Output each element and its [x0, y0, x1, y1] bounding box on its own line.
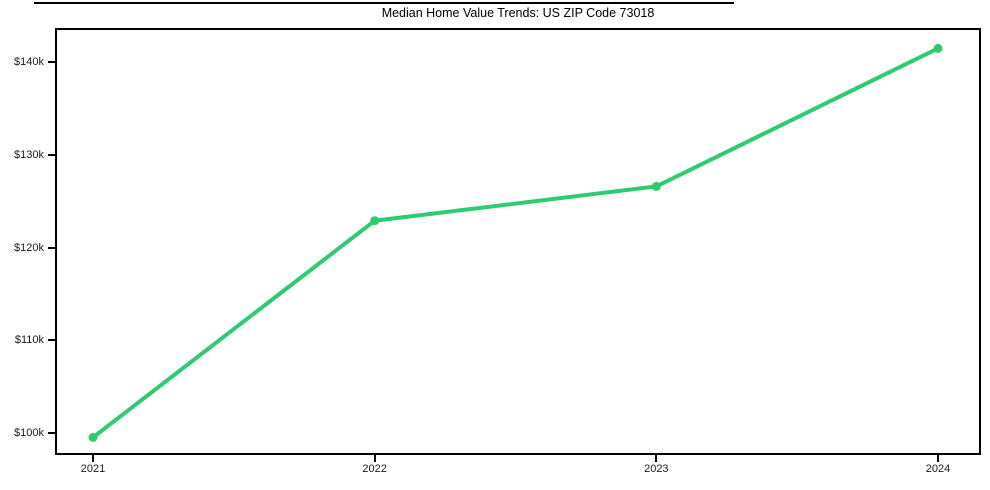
- top-border-line: [34, 2, 734, 4]
- y-tick-mark: [48, 61, 55, 64]
- chart-title: Median Home Value Trends: US ZIP Code 73…: [381, 6, 655, 20]
- data-point-marker: [651, 181, 661, 191]
- y-tick-label: $140k: [14, 56, 44, 69]
- trend-line: [91, 46, 940, 440]
- x-tick-mark: [937, 455, 939, 462]
- y-tick-label: $130k: [14, 148, 44, 161]
- data-point-marker: [933, 43, 943, 53]
- y-tick-label: $100k: [14, 426, 44, 439]
- y-tick-mark: [48, 153, 55, 156]
- data-point-marker: [370, 216, 380, 226]
- y-tick-label: $110k: [14, 334, 44, 347]
- y-tick-label: $120k: [14, 241, 44, 254]
- data-point-marker: [88, 432, 98, 442]
- x-tick-label: 2021: [80, 463, 106, 475]
- y-tick-mark: [48, 246, 55, 249]
- x-tick-mark: [373, 455, 376, 462]
- plot-area: [55, 28, 981, 455]
- y-tick-mark: [48, 431, 55, 434]
- x-tick-label: 2022: [362, 463, 387, 475]
- y-tick-mark: [48, 339, 55, 342]
- x-tick-label: 2023: [644, 463, 669, 475]
- line-series-svg: [88, 43, 943, 442]
- x-tick-label: 2024: [925, 463, 951, 475]
- x-tick-mark: [92, 455, 94, 462]
- x-tick-mark: [655, 455, 658, 462]
